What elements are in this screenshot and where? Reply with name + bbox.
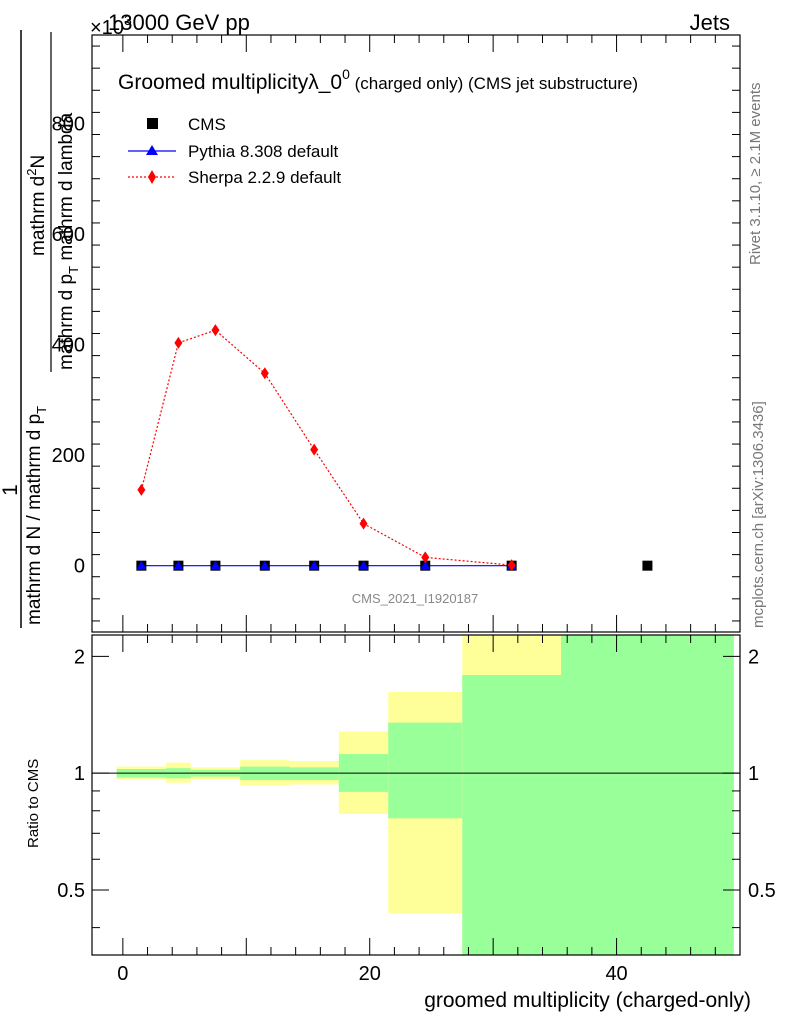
ratio-y-tick-label-left: 0.5 — [57, 880, 85, 902]
data-point-pythia — [136, 560, 147, 570]
y-label-deriv-bottom: mathrm d pT mathrm d lambda — [56, 112, 81, 370]
ratio-y-tick-label-right: 1 — [748, 763, 759, 785]
y-tick-label: 0 — [74, 556, 85, 578]
y-label-deriv-bottom-sub: T — [66, 266, 81, 274]
main-y-axis-label: 1 mathrm d N / mathrm d pT mathrm d2N ma… — [0, 30, 81, 628]
data-point-pythia — [210, 560, 221, 570]
plot-title: Groomed multiplicityλ_00 (charged only) … — [118, 66, 638, 94]
ratio-y-tick-label-right: 2 — [748, 646, 759, 668]
ratio-band-green — [561, 635, 734, 955]
y-label-deriv-top-main: mathrm d — [28, 176, 49, 256]
y-label-fraction-top: 1 — [0, 484, 22, 496]
ratio-y-tick-label-right: 0.5 — [748, 880, 776, 902]
data-point-pythia — [309, 560, 320, 570]
main-y-axis: 0 200 400 600 800 — [52, 45, 740, 622]
plot-title-sup: 0 — [342, 66, 350, 82]
ratio-y-axis-label: Ratio to CMS — [25, 759, 42, 848]
data-point-sherpa — [260, 367, 269, 380]
y-label-deriv-top: mathrm d2N — [24, 155, 49, 256]
legend-marker-sherpa — [148, 170, 156, 184]
data-point-sherpa — [421, 551, 430, 564]
x-tick-label: 20 — [359, 963, 381, 985]
legend-marker-pythia — [146, 145, 158, 155]
x-tick-label: 0 — [117, 963, 128, 985]
axis-multiplier: ×103 — [90, 12, 132, 39]
y-label-fraction-bottom-sub: T — [34, 406, 49, 414]
series-line-sherpa — [140, 329, 512, 566]
ratio-band-green — [388, 722, 463, 819]
data-point-pythia — [358, 560, 369, 570]
plot-title-small: (charged only) (CMS jet substructure) — [350, 74, 638, 93]
data-point-pythia — [173, 560, 184, 570]
header-energy: 13000 GeV pp — [108, 10, 250, 35]
ratio-band-green — [462, 675, 562, 955]
data-point-sherpa — [507, 559, 516, 572]
ratio-y-tick-label-left: 2 — [74, 646, 85, 668]
side-label-rivet: Rivet 3.1.10, ≥ 2.1M events — [747, 83, 764, 266]
y-tick-label: 600 — [52, 224, 85, 246]
y-tick-label: 400 — [52, 335, 85, 357]
y-label-fraction-bottom: mathrm d N / mathrm d pT — [24, 406, 49, 625]
data-point-sherpa — [174, 336, 183, 349]
legend-label-sherpa: Sherpa 2.2.9 default — [188, 168, 341, 187]
axis-multiplier-base: ×10 — [90, 17, 124, 39]
ratio-x-axis: 0 20 40 — [117, 635, 741, 985]
x-axis-label: groomed multiplicity (charged-only) — [424, 989, 751, 1012]
ratio-y-axis: 0.5 0.5 1 1 2 2 — [57, 646, 776, 929]
y-label-deriv-top-sup: 2 — [24, 169, 39, 176]
plot-title-main: Groomed multiplicityλ_0 — [118, 71, 342, 94]
ratio-bands — [116, 635, 734, 955]
y-tick-label: 800 — [52, 113, 85, 135]
legend: CMS Pythia 8.308 default Sherpa 2.2.9 de… — [128, 115, 341, 187]
data-point-sherpa — [359, 517, 368, 530]
legend-label-pythia: Pythia 8.308 default — [188, 142, 339, 161]
data-point-sherpa — [137, 483, 146, 496]
y-tick-label: 200 — [52, 445, 85, 467]
y-label-deriv-bottom-main: mathrm d p — [56, 274, 77, 370]
axis-multiplier-exp: 3 — [124, 12, 132, 28]
header-category: Jets — [690, 10, 730, 35]
y-label-deriv-top-rest: N — [28, 155, 49, 169]
data-point-sherpa — [310, 443, 319, 456]
y-label-fraction-bottom-main: mathrm d N / mathrm d p — [24, 414, 45, 625]
legend-label-cms: CMS — [188, 115, 226, 134]
ratio-band-green — [289, 767, 339, 781]
analysis-watermark: CMS_2021_I1920187 — [352, 591, 479, 606]
ratio-panel: 0.5 0.5 1 1 2 2 0 20 40 Ratio to CMS groomed mu… — [25, 634, 776, 1012]
y-label-deriv-bottom-rest: mathrm d lambda — [56, 112, 77, 266]
legend-marker-cms — [147, 118, 158, 129]
ratio-panel-frame — [91, 634, 741, 956]
data-point-sherpa — [211, 324, 220, 337]
main-series — [136, 324, 653, 572]
ratio-y-tick-label-left: 1 — [74, 763, 85, 785]
data-point-pythia — [259, 560, 270, 570]
data-point-pythia — [420, 560, 431, 570]
data-point-cms — [642, 560, 653, 571]
x-tick-label: 40 — [605, 963, 627, 985]
side-label-mcplots: mcplots.cern.ch [arXiv:1306.3436] — [750, 401, 767, 628]
main-x-axis-ticks — [122, 35, 741, 632]
